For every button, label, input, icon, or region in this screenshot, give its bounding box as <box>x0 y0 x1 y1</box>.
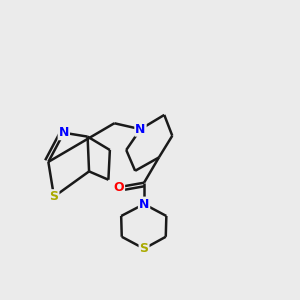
Text: N: N <box>135 123 146 136</box>
Text: N: N <box>58 126 69 139</box>
Text: O: O <box>113 181 124 194</box>
Text: S: S <box>50 190 58 203</box>
Text: S: S <box>140 242 148 255</box>
Text: N: N <box>139 198 149 211</box>
